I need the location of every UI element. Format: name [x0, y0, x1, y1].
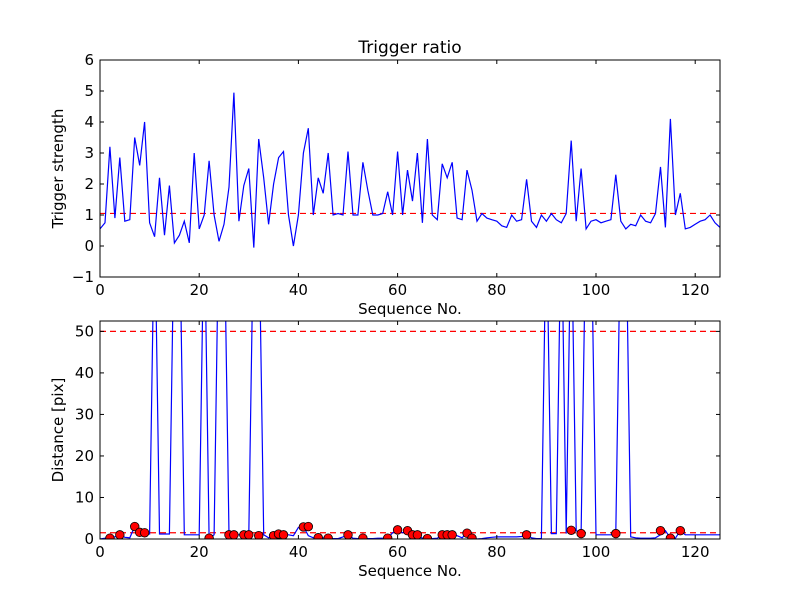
data-point-marker [655, 525, 666, 536]
x-tick-label: 80 [487, 281, 506, 299]
data-point-marker [278, 530, 289, 539]
x-tick-label: 40 [289, 543, 308, 561]
data-point-marker [323, 533, 333, 539]
y-tick-label: 50 [75, 322, 94, 340]
data-point-marker [412, 530, 423, 539]
plot-area [100, 92, 720, 248]
x-axis-label: Sequence No. [358, 562, 462, 580]
data-point-marker [467, 533, 477, 539]
data-point-marker [313, 533, 323, 539]
x-tick-label: 20 [190, 281, 209, 299]
x-tick-label: 120 [681, 543, 710, 561]
data-point-marker [139, 528, 150, 538]
y-tick-label: 2 [84, 175, 94, 193]
x-tick-label: 0 [95, 281, 105, 299]
x-tick-label: 60 [388, 543, 407, 561]
chart-title: Trigger ratio [357, 38, 461, 58]
y-tick-label: 30 [75, 405, 94, 423]
y-tick-label: 3 [84, 144, 94, 162]
y-tick-label: 20 [75, 447, 94, 465]
data-point-marker [254, 530, 264, 539]
data-point-marker [665, 533, 676, 539]
data-point-marker [358, 533, 368, 539]
data-point-marker [105, 533, 115, 539]
data-point-marker [576, 528, 586, 539]
x-tick-label: 80 [487, 543, 506, 561]
axes-frame [99, 320, 721, 540]
data-point-marker [521, 530, 532, 539]
y-tick-label: 10 [75, 488, 94, 506]
data-point-marker [115, 530, 125, 539]
y-axis-label: Distance [pix] [49, 378, 67, 483]
series-line [100, 92, 720, 248]
y-tick-label: 1 [84, 206, 94, 224]
x-tick-label: 40 [289, 281, 308, 299]
axes-frame [99, 59, 721, 278]
y-tick-label: −1 [72, 268, 94, 286]
data-point-marker [447, 530, 457, 539]
x-tick-label: 120 [681, 281, 710, 299]
data-point-marker [675, 525, 686, 536]
y-tick-label: 6 [84, 51, 94, 69]
data-point-marker [343, 530, 353, 539]
y-tick-label: 4 [84, 113, 94, 131]
y-tick-label: 5 [84, 82, 94, 100]
data-point-marker [392, 525, 403, 535]
data-point-marker [611, 528, 621, 539]
data-point-marker [382, 533, 393, 539]
x-tick-label: 20 [190, 543, 209, 561]
x-tick-label: 0 [95, 543, 105, 561]
data-point-marker [229, 530, 239, 539]
x-tick-label: 60 [388, 281, 407, 299]
x-tick-label: 100 [582, 281, 611, 299]
x-tick-label: 100 [582, 543, 611, 561]
data-point-marker [204, 533, 214, 539]
plot-area [100, 321, 720, 539]
tick-group: 0 20 40 60 80 100 120 0 10 20 30 40 50 [75, 321, 720, 561]
x-axis-label: Sequence No. [358, 300, 462, 318]
y-axis-label: Trigger strength [49, 109, 67, 230]
data-point-marker [244, 530, 254, 539]
y-tick-label: 0 [84, 237, 94, 255]
data-point-marker [566, 525, 576, 535]
y-tick-label: 40 [75, 364, 94, 382]
data-point-marker [303, 521, 314, 532]
y-tick-label: 0 [84, 530, 94, 548]
